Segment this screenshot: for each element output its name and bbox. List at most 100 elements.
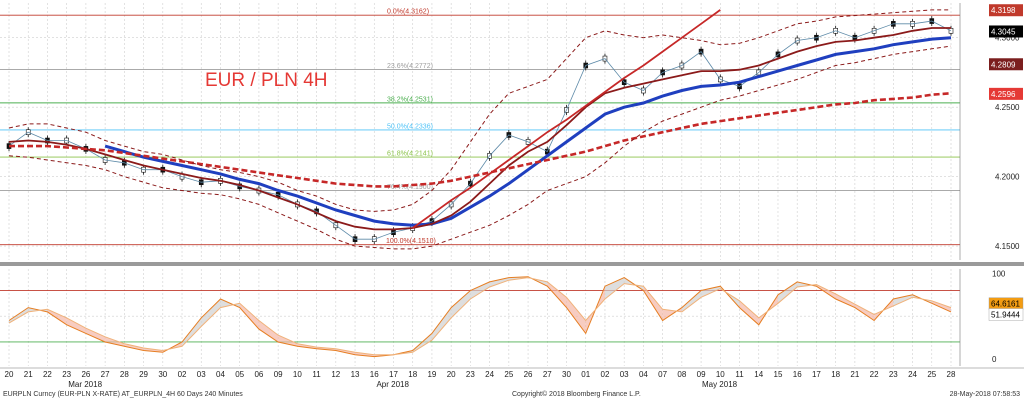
footer-copyright: Copyright© 2018 Bloomberg Finance L.P.	[512, 391, 641, 398]
osc-fill	[643, 286, 663, 321]
y-tick-label: 4.1500	[995, 242, 1020, 251]
x-tick-label: 17	[389, 370, 398, 379]
fib-level-label: 50.0%(4.2336)	[387, 123, 433, 130]
x-tick-label: 23	[889, 370, 898, 379]
footer: EURPLN Curncy (EUR-PLN X-RATE) AT_EURPLN…	[0, 391, 1024, 401]
osc-fill	[893, 294, 913, 306]
series-band-lower	[8, 45, 952, 250]
osc-fill	[931, 300, 951, 312]
x-tick-label: 07	[658, 370, 667, 379]
y-tick-label: 100	[992, 269, 1006, 278]
fibonacci-levels: 0.0%(4.3162) 23.6%(4.2772) 38.2%(4.2531) 50…	[0, 9, 960, 245]
x-tick-label: 04	[639, 370, 648, 379]
osc-tag-label: 64.6161	[991, 300, 1020, 309]
x-tick-label: 27	[101, 370, 110, 379]
x-tick-label: 27	[543, 370, 552, 379]
x-tick-label: 14	[754, 370, 763, 379]
x-tick-label: 20	[5, 370, 14, 379]
price-tag	[989, 87, 1023, 100]
separator-bar	[0, 262, 1024, 266]
chart-title: EUR / PLN 4H	[205, 70, 327, 91]
fib-level-label: 100.0%(4.1510)	[386, 238, 436, 245]
x-tick-label: 15	[774, 370, 783, 379]
x-tick-label: 17	[812, 370, 821, 379]
fib-level-label: 23.6%(4.2772)	[387, 63, 433, 70]
x-tick-label: 28	[947, 370, 956, 379]
x-tick-label: 20	[447, 370, 456, 379]
x-tick-label: 13	[351, 370, 360, 379]
x-tick-label: 26	[524, 370, 533, 379]
osc-fill	[182, 317, 202, 347]
x-tick-label: 19	[427, 370, 436, 379]
osc-fill	[854, 304, 875, 321]
oscillator-series	[0, 276, 960, 358]
series-moving-average	[8, 27, 951, 231]
oscillator-grid	[0, 269, 960, 366]
month-label: Mar 2018	[68, 380, 102, 389]
x-tick-label: 24	[908, 370, 917, 379]
osc-fill	[431, 307, 452, 341]
x-tick-label: 04	[216, 370, 225, 379]
osc-fill	[489, 277, 509, 288]
price-tag-label: 4.2809	[991, 60, 1016, 69]
price-tag-label: 4.3198	[991, 6, 1016, 15]
x-tick-label: 22	[43, 370, 52, 379]
x-tick-label: 26	[81, 370, 90, 379]
osc-fill	[604, 277, 625, 300]
month-label: May 2018	[702, 380, 738, 389]
y-tick-label: 4.2000	[995, 173, 1020, 182]
x-tick-label: 06	[254, 370, 263, 379]
panel-separator	[0, 262, 1024, 266]
month-label: Apr 2018	[376, 380, 409, 389]
osc-tag-label: 51.9444	[991, 311, 1020, 320]
x-tick-label: 21	[850, 370, 859, 379]
x-tick-label: 10	[716, 370, 725, 379]
series-trendline	[412, 9, 721, 229]
osc-fill	[66, 317, 86, 334]
osc-fill	[835, 293, 855, 308]
x-tick-label: 23	[62, 370, 71, 379]
x-tick-label: 01	[581, 370, 590, 379]
x-tick-label: 02	[178, 370, 187, 379]
x-tick-label: 09	[274, 370, 283, 379]
main-grid	[0, 3, 960, 260]
footer-source: EURPLN Curncy (EUR-PLN X-RATE) AT_EURPLN…	[3, 391, 243, 398]
x-tick-label: 25	[927, 370, 936, 379]
price-tag	[989, 4, 1023, 17]
x-tick-label: 24	[485, 370, 494, 379]
x-tick-label: 22	[870, 370, 879, 379]
x-tick-label: 03	[620, 370, 629, 379]
x-tick-label: 09	[697, 370, 706, 379]
x-tick-label: 16	[793, 370, 802, 379]
osc-fill	[470, 281, 490, 300]
x-tick-label: 11	[312, 370, 321, 379]
x-tick-label: 30	[562, 370, 571, 379]
series-moving-average	[9, 92, 952, 188]
osc-oscillator-fast	[8, 276, 952, 358]
x-tick-label: 18	[831, 370, 840, 379]
x-tick-label: 28	[120, 370, 129, 379]
x-tick-label: 03	[197, 370, 206, 379]
series-band-upper	[8, 9, 951, 212]
osc-fill	[451, 290, 471, 318]
x-tick-label: 08	[677, 370, 686, 379]
osc-fill	[9, 307, 29, 324]
x-tick-label: 18	[408, 370, 417, 379]
fib-level-label: 0.0%(4.3162)	[387, 9, 429, 16]
price-tag-label: 4.2596	[991, 90, 1016, 99]
fib-level-label: 38.2%(4.2531)	[387, 96, 433, 103]
osc-fill	[124, 343, 144, 351]
x-tick-label: 30	[158, 370, 167, 379]
footer-timestamp: 28-May-2018 07:58:53	[949, 391, 1020, 398]
price-tag-label: 4.3045	[991, 27, 1016, 36]
osc-fill	[258, 320, 279, 342]
osc-fill	[278, 335, 298, 347]
price-tag	[989, 58, 1023, 71]
osc-fill	[47, 309, 67, 325]
osc-fill	[566, 297, 586, 334]
x-axis: 20 21 22 23 26 27 28 29 30 02 03 04 05 06 09 10 11 12 13 16…	[0, 367, 1024, 389]
osc-fill	[701, 286, 721, 298]
series-moving-average	[104, 36, 952, 227]
